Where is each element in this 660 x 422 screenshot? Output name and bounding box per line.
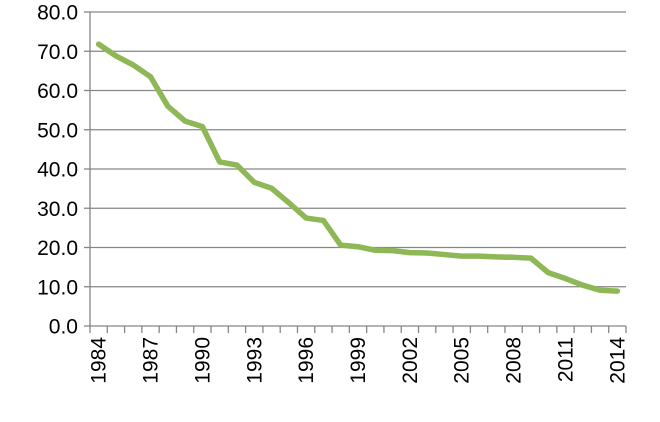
y-tick-label: 50.0 xyxy=(37,119,78,142)
x-tick-labels: 1984 1987 1990 1993 1996 1999 2002 2005 2008 2011… xyxy=(88,337,630,384)
x-tick-label: 1999 xyxy=(347,337,370,384)
y-tick-label: 60.0 xyxy=(37,80,78,103)
x-tick-label: 1993 xyxy=(243,337,266,384)
x-tick-label: 1996 xyxy=(295,337,318,384)
gridlines xyxy=(90,11,626,288)
y-tick-label: 30.0 xyxy=(37,198,78,221)
axes xyxy=(84,11,627,333)
x-tick-label: 2008 xyxy=(503,337,526,384)
y-tick-label: 0.0 xyxy=(49,316,78,339)
x-tick-label: 2002 xyxy=(399,337,422,384)
y-tick-labels: 0.0 10.0 20.0 30.0 40.0 50.0 60.0 70.0 80.0 xyxy=(37,2,78,339)
series-line xyxy=(95,41,621,294)
y-tick-label: 20.0 xyxy=(37,237,78,260)
y-tick-label: 80.0 xyxy=(37,2,78,25)
x-tick-label: 1984 xyxy=(88,337,111,384)
series-layer xyxy=(95,41,621,294)
y-tick-label: 10.0 xyxy=(37,276,78,299)
y-tick-label: 40.0 xyxy=(37,159,78,182)
x-tick-label: 1987 xyxy=(140,337,163,384)
x-tick-label: 1990 xyxy=(191,337,214,384)
x-tick-label: 2014 xyxy=(606,337,629,384)
x-tick-label: 2005 xyxy=(451,337,474,384)
x-tick-label: 2011 xyxy=(554,337,577,382)
y-tick-label: 70.0 xyxy=(37,41,78,64)
